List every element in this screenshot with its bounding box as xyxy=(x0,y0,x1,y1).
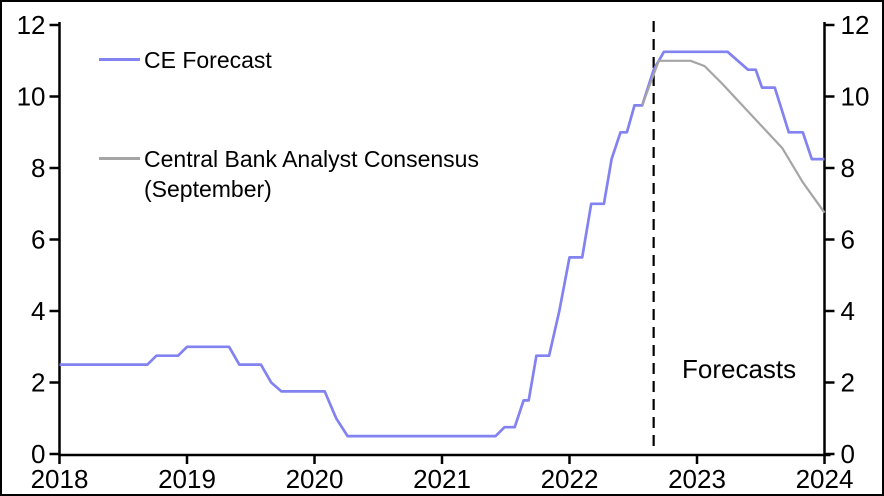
series-line-ce-forecast xyxy=(59,50,825,438)
x-tick-label: 2024 xyxy=(796,464,854,494)
x-tick-label: 2023 xyxy=(668,464,726,494)
y-tick-label-left: 6 xyxy=(31,225,45,255)
y-tick-label-left: 0 xyxy=(31,439,45,469)
series-line-consensus xyxy=(641,59,826,214)
y-tick-label-left: 12 xyxy=(17,10,46,40)
x-tick-label: 2019 xyxy=(158,464,216,494)
y-tick-label-right: 2 xyxy=(841,368,855,398)
y-tick-label-right: 12 xyxy=(841,10,870,40)
y-tick-label-left: 10 xyxy=(17,82,46,112)
x-tick-label: 2022 xyxy=(541,464,599,494)
y-tick-label-right: 10 xyxy=(841,82,870,112)
y-tick-label-right: 0 xyxy=(841,439,855,469)
y-tick-label-right: 8 xyxy=(841,153,855,183)
x-tick-label: 2020 xyxy=(286,464,344,494)
legend-label-consensus: Central Bank Analyst Consensus (Septembe… xyxy=(144,146,479,202)
y-tick-label-right: 6 xyxy=(841,225,855,255)
y-tick-label-left: 8 xyxy=(31,153,45,183)
legend-label-ce-forecast: CE Forecast xyxy=(144,47,272,73)
forecasts-annotation: Forecasts xyxy=(682,354,797,384)
x-tick-label: 2021 xyxy=(413,464,471,494)
y-tick-label-left: 2 xyxy=(31,368,45,398)
y-tick-label-left: 4 xyxy=(31,296,45,326)
ce-forecast-line-swatch xyxy=(99,58,140,61)
consensus-line-swatch xyxy=(99,157,140,160)
x-tick-label: 2018 xyxy=(31,464,89,494)
y-tick-label-right: 4 xyxy=(841,296,855,326)
